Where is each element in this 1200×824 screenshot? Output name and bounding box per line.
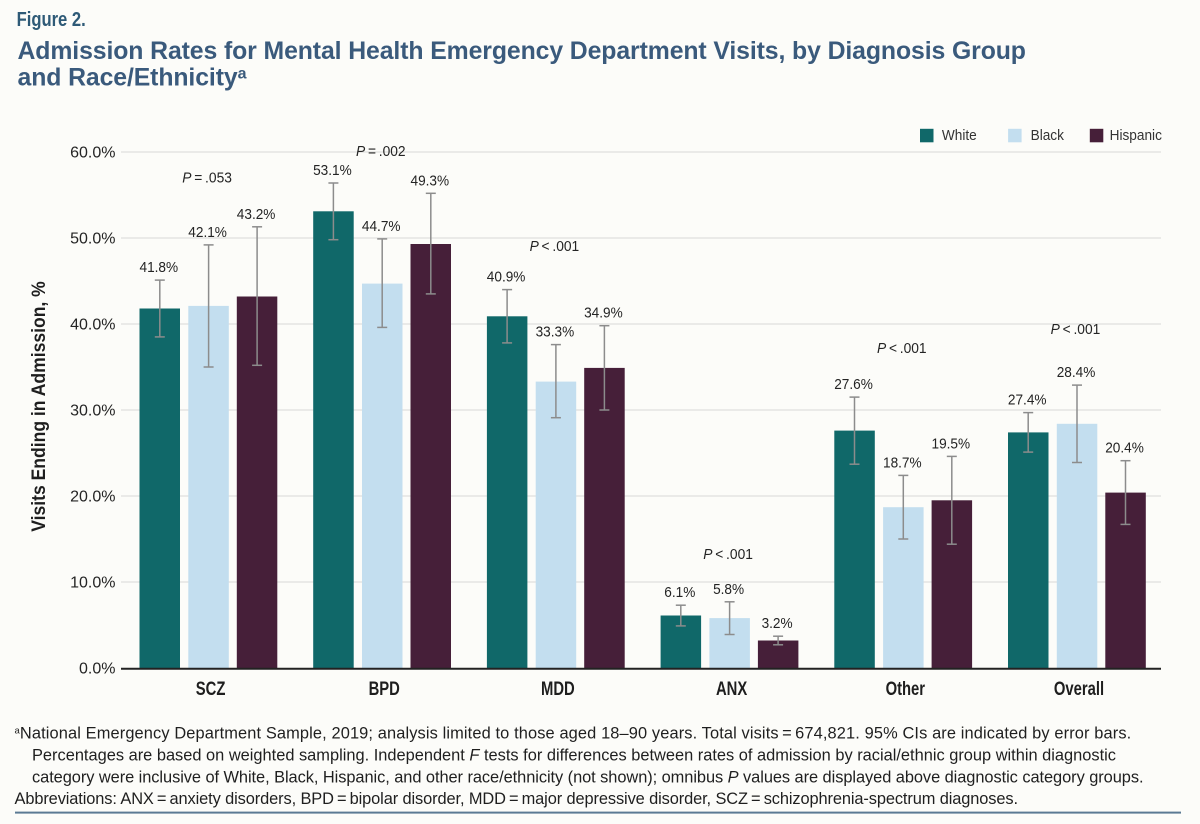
svg-text:MDD: MDD [541,677,575,700]
svg-text:P < .001: P < .001 [1051,322,1101,339]
svg-text:27.4%: 27.4% [1008,391,1047,407]
svg-text:Admission Rates for Mental Hea: Admission Rates for Mental Health Emerge… [18,38,1026,65]
svg-text:43.2%: 43.2% [237,205,276,221]
svg-text:10.0%: 10.0% [70,574,115,591]
svg-text:BPD: BPD [369,677,400,700]
svg-text:P = .002: P = .002 [356,144,406,161]
svg-text:60.0%: 60.0% [70,144,115,161]
svg-text:White: White [942,127,977,144]
svg-text:33.3%: 33.3% [536,323,575,339]
svg-text:Visits Ending in Admission, %: Visits Ending in Admission, % [27,281,49,532]
svg-text:Hispanic: Hispanic [1110,127,1162,144]
svg-text:6.1%: 6.1% [664,584,695,600]
svg-text:P < .001: P < .001 [703,547,753,564]
svg-text:Abbreviations: ANX = anxiety d: Abbreviations: ANX = anxiety disorders, … [15,790,1018,808]
svg-text:41.8%: 41.8% [139,259,178,275]
svg-text:20.4%: 20.4% [1105,439,1144,455]
svg-text:5.8%: 5.8% [713,580,744,596]
svg-text:53.1%: 53.1% [313,162,352,178]
svg-text:0.0%: 0.0% [79,660,115,677]
svg-text:50.0%: 50.0% [70,230,115,247]
svg-text:28.4%: 28.4% [1057,364,1096,380]
svg-text:Percentages are based on weigh: Percentages are based on weighted sampli… [32,747,1116,765]
svg-text:aNational Emergency Department: aNational Emergency Department Sample, 2… [15,725,1132,743]
svg-text:42.1%: 42.1% [188,224,227,240]
svg-text:49.3%: 49.3% [410,172,449,188]
svg-text:Other: Other [886,677,926,700]
svg-text:P = .053: P = .053 [182,170,232,187]
svg-text:19.5%: 19.5% [931,435,970,451]
svg-text:3.2%: 3.2% [762,615,793,631]
svg-text:SCZ: SCZ [196,677,226,700]
svg-text:18.7%: 18.7% [883,454,922,470]
svg-text:34.9%: 34.9% [584,304,623,320]
svg-text:40.0%: 40.0% [70,316,115,333]
svg-text:44.7%: 44.7% [362,218,401,234]
svg-text:and Race/Ethnicitya: and Race/Ethnicitya [18,65,247,92]
svg-text:40.9%: 40.9% [487,268,526,284]
svg-text:Figure 2.: Figure 2. [17,8,86,31]
svg-text:P < .001: P < .001 [530,239,580,256]
svg-text:Overall: Overall [1054,677,1104,700]
svg-text:Black: Black [1031,127,1065,144]
svg-text:20.0%: 20.0% [70,488,115,505]
svg-text:27.6%: 27.6% [834,376,873,392]
svg-text:P < .001: P < .001 [877,341,927,358]
svg-text:30.0%: 30.0% [70,402,115,419]
svg-text:category were inclusive of Whi: category were inclusive of White, Black,… [32,768,1143,786]
svg-text:ANX: ANX [716,677,748,700]
